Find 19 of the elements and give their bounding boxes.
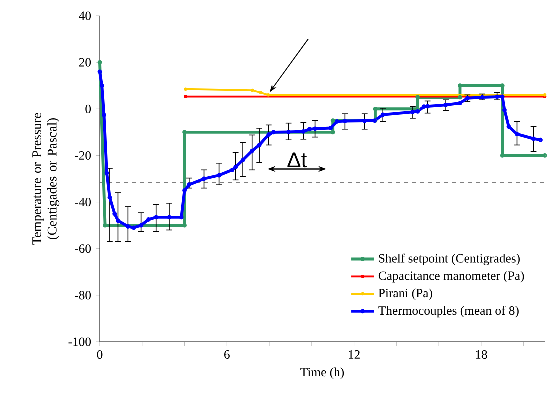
y-tick-label: 0 — [86, 104, 92, 114]
x-tick-label: 18 — [476, 350, 488, 360]
legend-label: Capacitance manometer (Pa) — [378, 271, 524, 283]
x-tick-label: 6 — [224, 350, 230, 360]
y-tick-label: -40 — [75, 198, 92, 207]
y-tick-label: -100 — [68, 338, 92, 346]
y-tick-label: -80 — [75, 291, 92, 300]
legend-label: Pirani (Pa) — [378, 288, 432, 300]
y-axis-title: Temperature or Pressure (Centigades or Pascal) — [32, 113, 60, 245]
legend-label: Thermocouples (mean of 8) — [378, 306, 519, 318]
legend-label: Shelf setpoint (Centigrades) — [379, 254, 520, 266]
y-tick-label: -20 — [75, 151, 92, 160]
y-tick-label: -60 — [75, 244, 92, 254]
annotation: Δt — [288, 152, 308, 168]
x-tick-label: 0 — [97, 350, 103, 360]
y-tick-label: 20 — [79, 58, 92, 67]
x-tick-label: 12 — [349, 350, 360, 359]
y-tick-label: 40 — [79, 12, 92, 20]
x-axis-title: Time (h) — [300, 368, 344, 380]
